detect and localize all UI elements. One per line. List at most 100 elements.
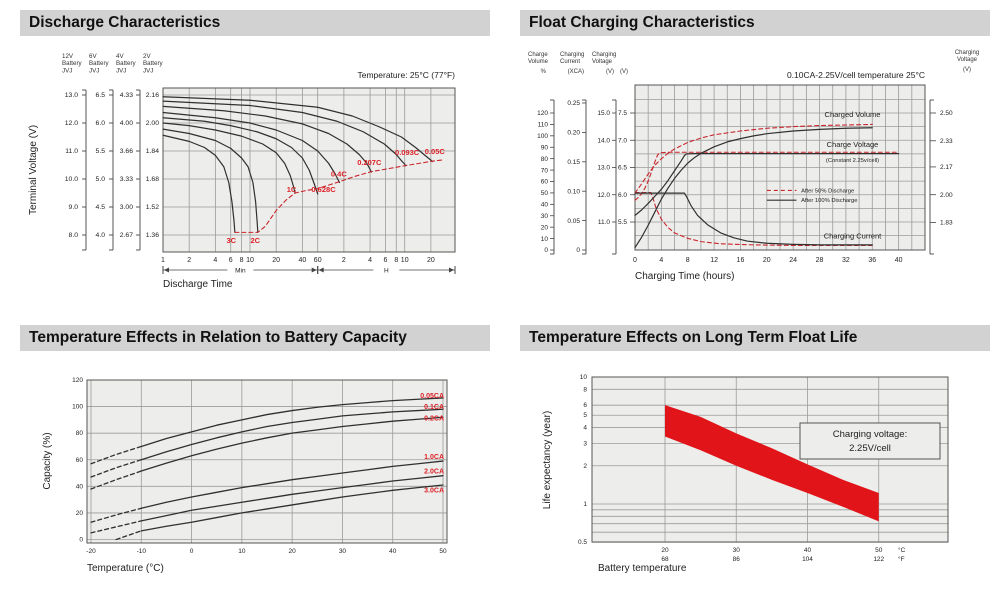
scale-tick: 4.0 [96, 232, 106, 239]
discharge-curve-0.207C [162, 105, 372, 173]
capacity-curve-0.2CA [140, 416, 444, 472]
x-tick: 24 [789, 257, 797, 264]
scale-tick: 0.20 [567, 130, 580, 137]
scale-header: Volume [528, 59, 549, 65]
x-tick-fahrenheit: 68 [661, 556, 669, 563]
capacity-curve-0.2CA-dashed [90, 470, 142, 490]
scale-header: 6V [89, 53, 97, 60]
plot-background [87, 380, 447, 543]
y-tick: 4 [583, 425, 587, 432]
x-tick: 40 [895, 257, 903, 264]
scale-unit: % [541, 69, 547, 75]
x-tick: 30 [339, 548, 347, 555]
scale-tick: 90 [541, 144, 549, 151]
discharge-curve-2C [162, 128, 259, 233]
scale-tick: 60 [541, 179, 549, 186]
scale-unit: (XCA) [568, 69, 584, 75]
y-tick: 2 [583, 463, 587, 470]
capacity-curve-0.1CA [140, 408, 444, 461]
scale-tick: 30 [541, 213, 549, 220]
section-header-discharge: Discharge Characteristics [20, 10, 490, 36]
x-tick-celsius: 40 [804, 547, 812, 554]
float-curve-charging-current-100pct [634, 192, 873, 246]
section-header-float-life: Temperature Effects on Long Term Float L… [520, 325, 990, 351]
scale-tick: 2.17 [940, 164, 953, 171]
y-tick: 60 [76, 457, 84, 464]
discharge-chart: 3C 2C 1C 0.628C 0.4C 0.207C 0.093C 0.05C 12V Batt… [20, 40, 490, 315]
y-tick: 40 [76, 483, 84, 490]
scale-tick: 15.0 [597, 110, 610, 117]
x-tick: 12 [710, 257, 718, 264]
rate-label: 3C [227, 236, 237, 245]
section-header-capacity-temperature: Temperature Effects in Relation to Batte… [20, 325, 490, 351]
scale-header: 12V [62, 53, 74, 60]
y-axis-title: Terminal Voltage (V) [28, 125, 39, 215]
scale-tick: 110 [538, 122, 549, 129]
scale-tick: 1.84 [146, 148, 159, 155]
scale-tick: 20 [541, 224, 549, 231]
scale-tick: 50 [541, 190, 549, 197]
rate-label: 2C [250, 236, 260, 245]
scale-tick: 100 [537, 133, 548, 140]
scale-tick: 0 [544, 247, 548, 254]
x-axis-title: Temperature (°C) [87, 563, 164, 574]
float-charging-plot: Charged Volume Charge Voltage (Constant 2.… [528, 50, 979, 282]
scale-tick: 12.0 [65, 120, 78, 127]
scale-header: Voltage [592, 59, 613, 65]
rate-label: 0.4C [331, 170, 347, 179]
x-tick: 28 [816, 257, 824, 264]
scale-tick: 120 [537, 110, 548, 117]
y-tick: 80 [76, 430, 84, 437]
scale-tick: 13.0 [597, 165, 610, 172]
curve-label: Charging Current [824, 231, 882, 240]
rate-label: 0.05CA [420, 393, 444, 400]
x-tick: 8 [686, 257, 690, 264]
x-axis-title: Charging Time (hours) [635, 271, 734, 282]
scale-tick: 6.0 [96, 120, 106, 127]
scale-tick: 10.0 [65, 176, 78, 183]
x-axis-title: Discharge Time [163, 279, 233, 290]
scale-tick: 0.25 [567, 100, 580, 107]
scale-tick: 2.00 [146, 120, 159, 127]
rate-label: 0.1CA [424, 404, 444, 411]
legend-label: After 100% Discharge [801, 198, 857, 204]
scale-unit: (V) [620, 69, 628, 75]
scale-unit: (V) [606, 69, 614, 75]
cutoff-voltage-line [234, 159, 445, 233]
rate-label: 2.0CA [424, 469, 444, 476]
scale-tick: 40 [541, 202, 549, 209]
capacity-curve-1.0CA-dashed [90, 507, 142, 523]
x-tick: 8 [240, 257, 244, 264]
x-tick: 50 [439, 548, 447, 555]
note-box [799, 422, 941, 460]
discharge-curve-0.628C [162, 117, 319, 195]
x-tick: 2 [187, 257, 191, 264]
scale-header: Charge [528, 52, 548, 58]
y-tick: 0 [79, 537, 83, 544]
x-unit-fahrenheit: °F [898, 555, 905, 563]
scale-tick: 6.0 [618, 192, 627, 199]
scale-tick: 5.5 [618, 219, 627, 226]
scale-header: 4V [116, 53, 124, 60]
scale-header: JVJ [89, 67, 99, 74]
scale-unit: (V) [963, 67, 971, 73]
rate-label: 0.628C [311, 185, 336, 194]
capacity-curve-0.05CA [140, 397, 444, 448]
x-tick: 8 [394, 257, 398, 264]
scale-tick: 1.83 [940, 220, 953, 227]
x-tick-fahrenheit: 122 [873, 556, 884, 563]
scale-tick: 4.33 [120, 92, 133, 99]
float-curve-charge-voltage-50pct [634, 151, 900, 201]
scale-tick: 1.52 [146, 204, 159, 211]
scale-tick: 80 [541, 156, 549, 163]
x-tick: 20 [427, 257, 435, 264]
y-tick: 20 [76, 510, 84, 517]
plot-border [591, 376, 949, 543]
x-tick: 20 [289, 548, 297, 555]
scale-tick: 1.36 [146, 232, 159, 239]
range-label: Min [235, 267, 246, 274]
x-unit-celsius: °C [898, 546, 906, 554]
x-tick: 16 [737, 257, 745, 264]
discharge-curve-0.4C [162, 111, 341, 184]
